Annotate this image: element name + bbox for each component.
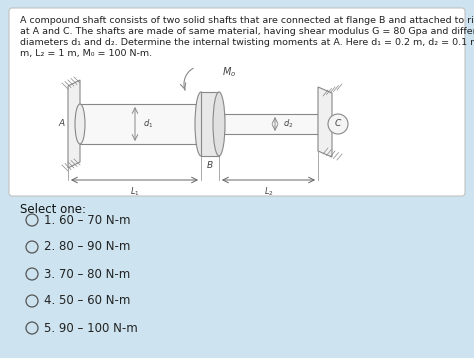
Ellipse shape bbox=[195, 92, 207, 156]
Text: 1. 60 – 70 N-m: 1. 60 – 70 N-m bbox=[44, 213, 130, 227]
Text: 5. 90 – 100 N-m: 5. 90 – 100 N-m bbox=[44, 321, 138, 334]
Polygon shape bbox=[80, 104, 200, 144]
Text: m, L₂ = 1 m, M₀ = 100 N-m.: m, L₂ = 1 m, M₀ = 100 N-m. bbox=[20, 49, 152, 58]
Text: 4. 50 – 60 N-m: 4. 50 – 60 N-m bbox=[44, 295, 130, 308]
Text: at A and C. The shafts are made of same material, having shear modulus G = 80 Gp: at A and C. The shafts are made of same … bbox=[20, 27, 474, 36]
Polygon shape bbox=[68, 80, 80, 168]
Text: $L_2$: $L_2$ bbox=[264, 186, 273, 198]
Text: Select one:: Select one: bbox=[20, 203, 86, 216]
Text: 2. 80 – 90 N-m: 2. 80 – 90 N-m bbox=[44, 241, 130, 253]
Text: $d_1$: $d_1$ bbox=[143, 118, 154, 130]
Text: A: A bbox=[59, 120, 65, 129]
Text: $M_o$: $M_o$ bbox=[222, 65, 236, 79]
Polygon shape bbox=[318, 87, 332, 157]
FancyBboxPatch shape bbox=[9, 8, 465, 196]
Text: A compound shaft consists of two solid shafts that are connected at flange B and: A compound shaft consists of two solid s… bbox=[20, 16, 474, 25]
Text: 3. 70 – 80 N-m: 3. 70 – 80 N-m bbox=[44, 267, 130, 281]
Polygon shape bbox=[224, 114, 318, 134]
Text: diameters d₁ and d₂. Determine the internal twisting moments at A. Here d₁ = 0.2: diameters d₁ and d₂. Determine the inter… bbox=[20, 38, 474, 47]
Polygon shape bbox=[201, 92, 219, 156]
Text: $d_2$: $d_2$ bbox=[283, 118, 293, 130]
Ellipse shape bbox=[213, 92, 225, 156]
Text: $L_1$: $L_1$ bbox=[129, 186, 139, 198]
Circle shape bbox=[328, 114, 348, 134]
Text: B: B bbox=[207, 161, 213, 170]
Ellipse shape bbox=[75, 104, 85, 144]
Text: C: C bbox=[335, 120, 341, 129]
